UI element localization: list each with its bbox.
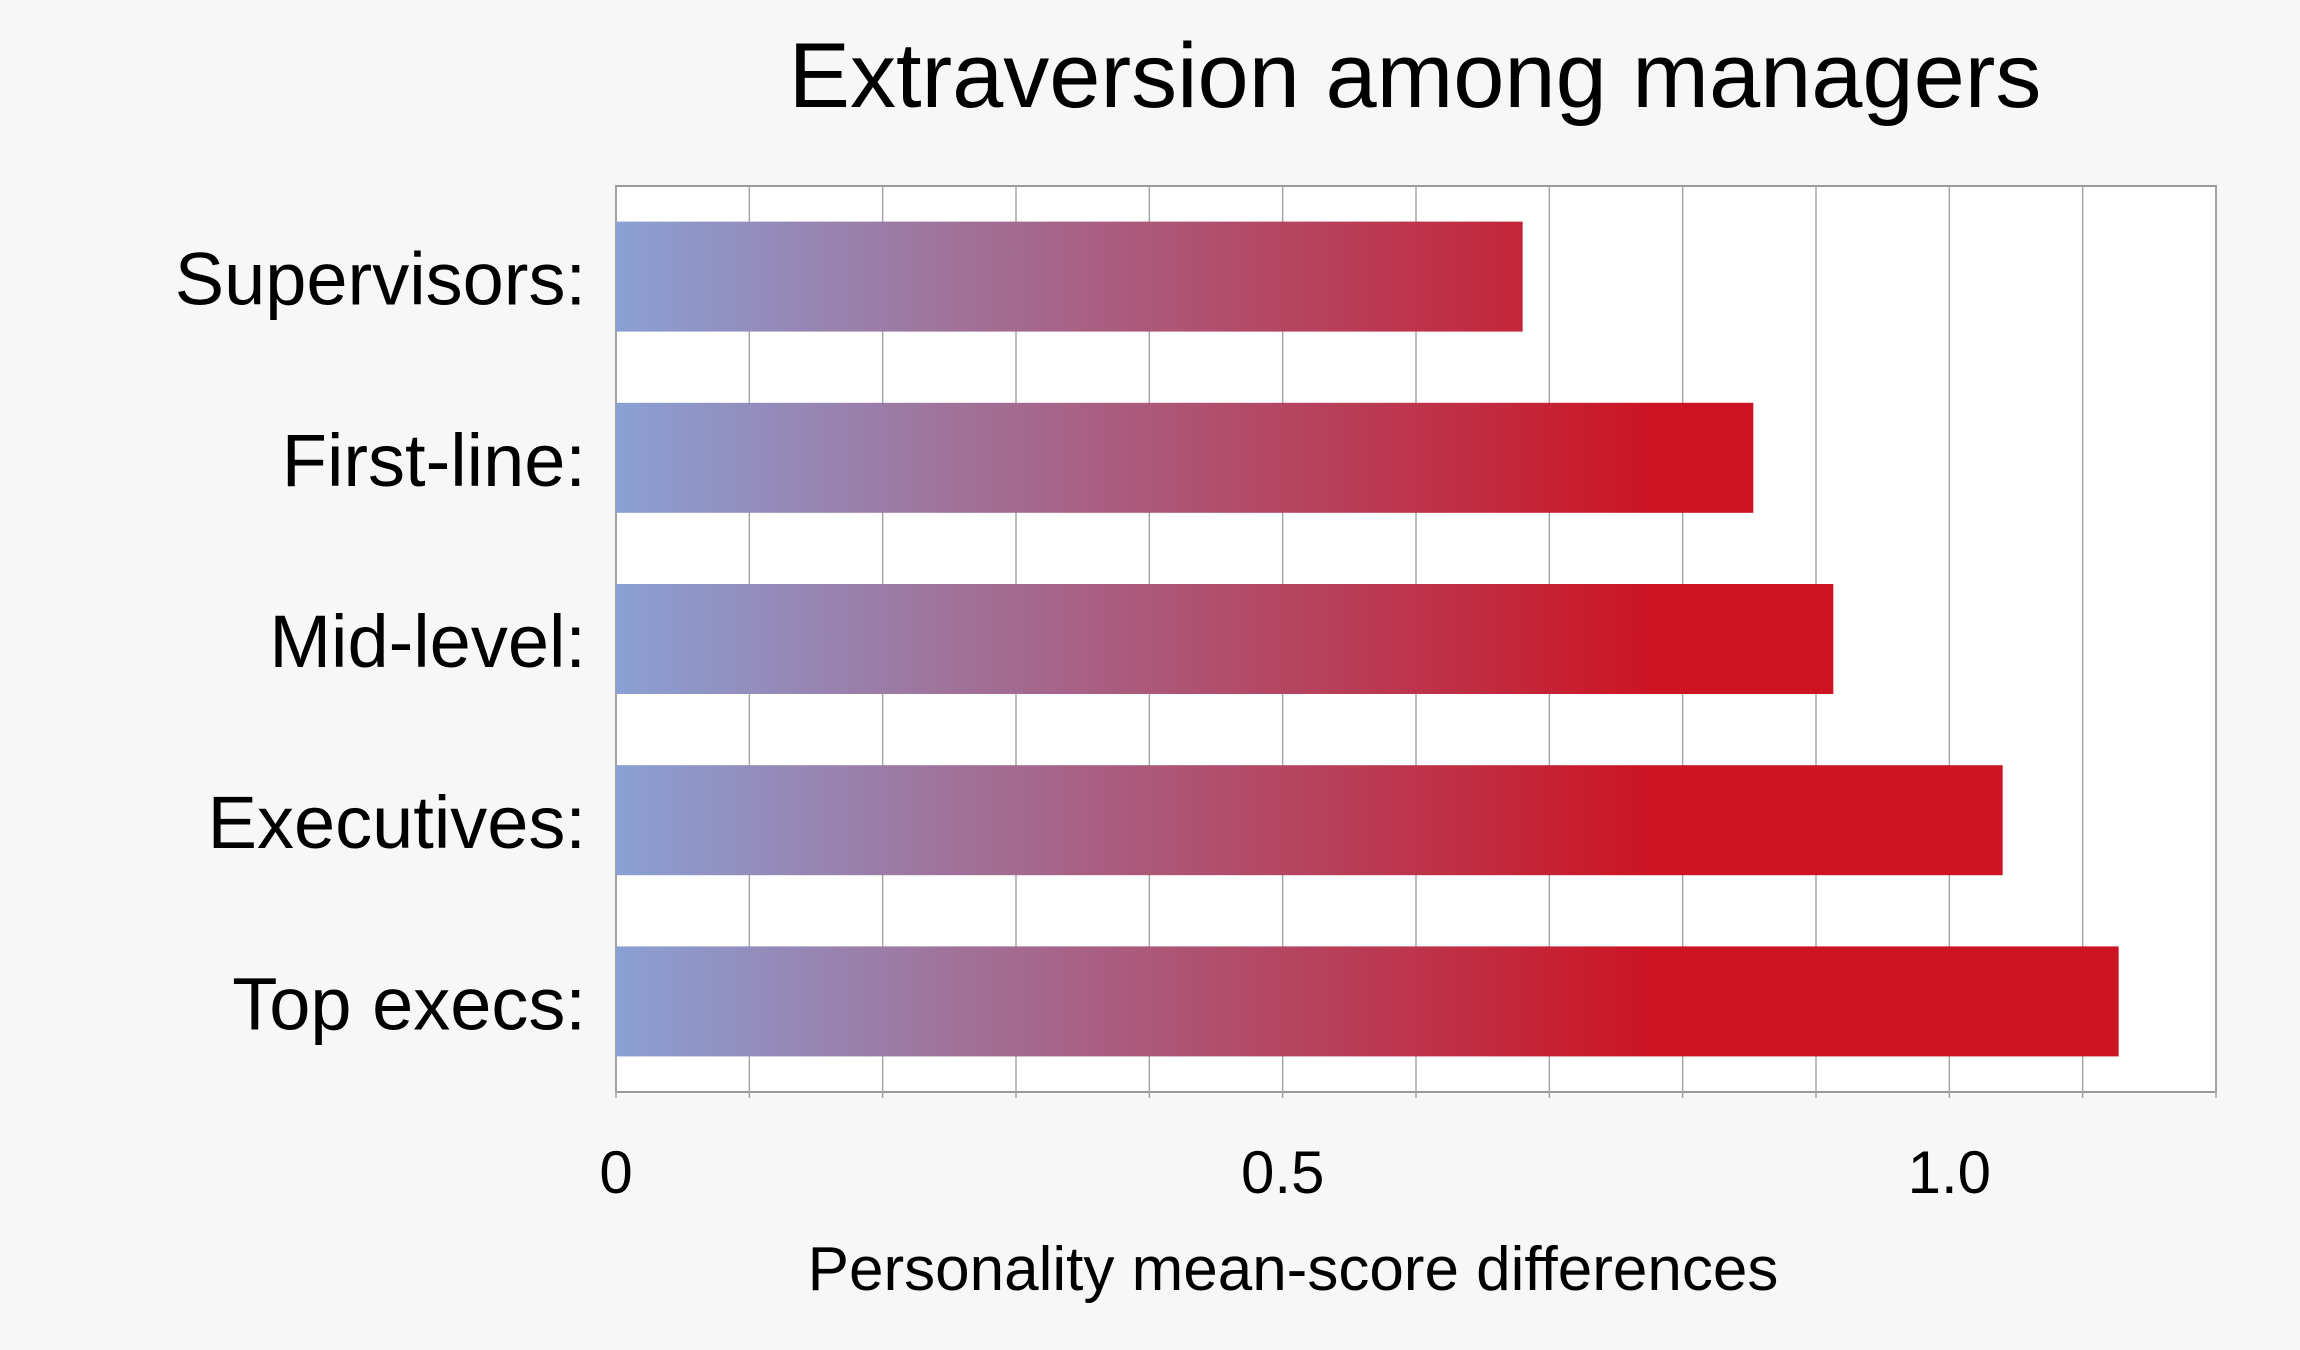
bar	[616, 584, 1834, 694]
category-label: Mid-level:	[269, 600, 586, 683]
y-axis-labels: Supervisors: First-line: Mid-level: Executi…	[175, 238, 586, 1046]
bar	[616, 765, 2003, 876]
chart-title: Extraversion among managers	[789, 25, 2042, 127]
category-label: Top execs:	[232, 962, 586, 1045]
x-axis-label: Personality mean-score differences	[808, 1235, 1779, 1304]
bar	[616, 946, 2119, 1057]
x-tick-label: 1.0	[1908, 1139, 1991, 1206]
x-tick-label: 0.5	[1241, 1139, 1324, 1206]
x-axis-tick-labels: 0 0.5 1.0	[599, 1139, 1991, 1206]
category-label: Executives:	[208, 781, 586, 864]
bar	[616, 221, 1523, 332]
category-label: Supervisors:	[175, 238, 586, 321]
x-tick-label: 0	[599, 1139, 632, 1206]
category-label: First-line:	[282, 419, 586, 502]
bars	[616, 221, 2119, 1057]
bar	[616, 402, 1754, 513]
